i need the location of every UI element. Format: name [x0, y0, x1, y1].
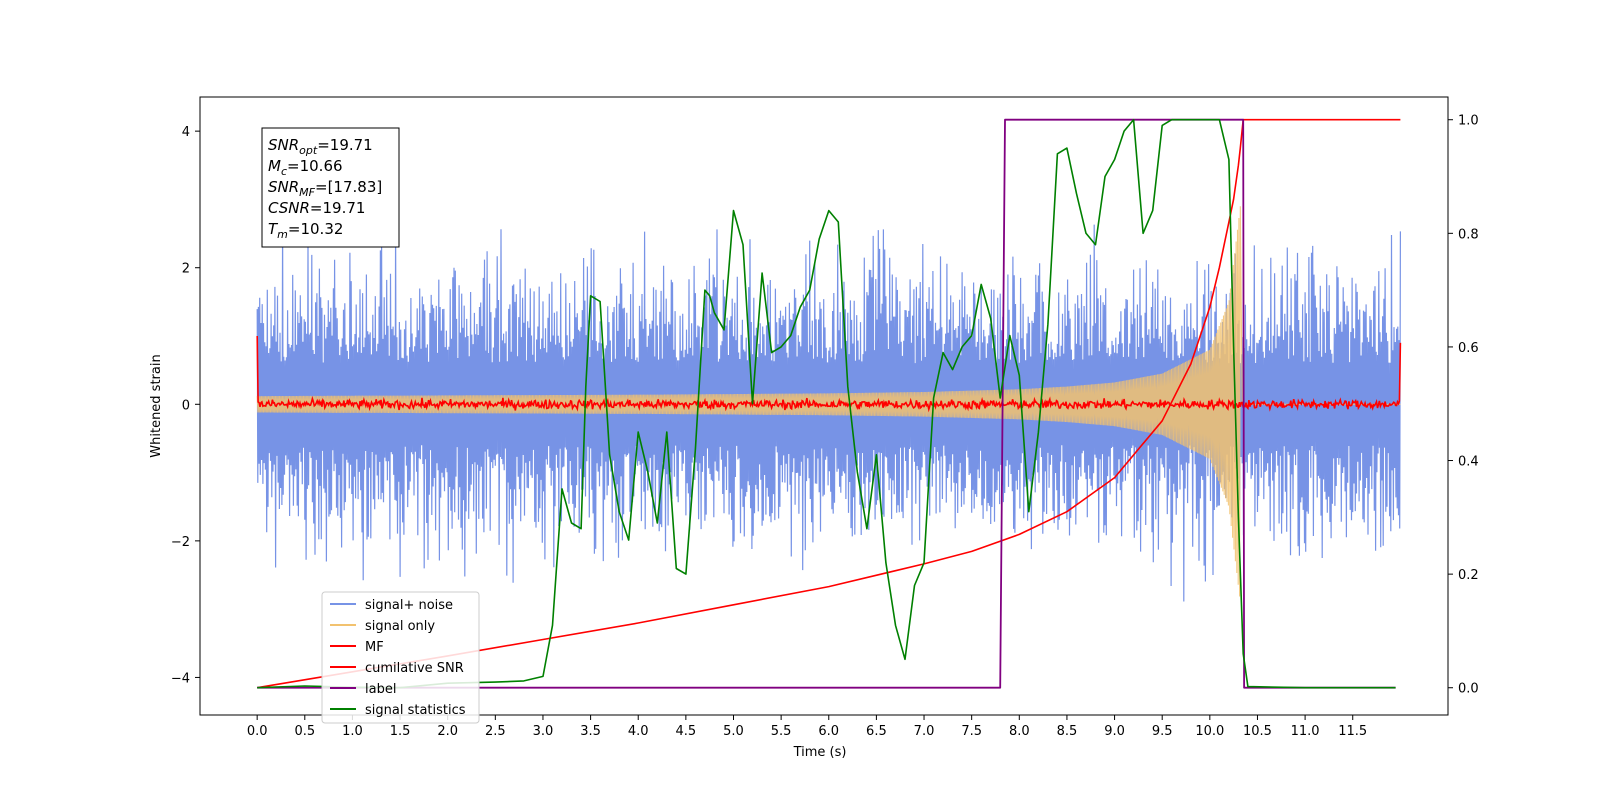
x-tick-label: 10.0	[1195, 724, 1224, 739]
y-tick-label: 4	[182, 125, 190, 140]
x-tick-label: 3.5	[580, 724, 601, 739]
legend-label: MF	[365, 640, 384, 655]
y-tick-label: 2	[182, 262, 190, 277]
legend-frame	[321, 591, 480, 724]
x-tick-label: 1.5	[390, 724, 411, 739]
x-axis-label: Time (s)	[793, 745, 847, 760]
x-tick-label: 8.0	[1009, 724, 1030, 739]
series-signal-noise	[256, 222, 1401, 602]
y2-tick-label: 0.4	[1458, 455, 1479, 470]
y-axis-ticks: 4 2 0 −2 −4	[171, 125, 200, 686]
annotation-line: Tm=10.32	[268, 220, 343, 241]
x-tick-label: 9.5	[1152, 724, 1173, 739]
x-tick-label: 3.0	[533, 724, 554, 739]
y-tick-label: −4	[171, 671, 190, 686]
legend-label: label	[365, 682, 396, 697]
x-tick-label: 8.5	[1057, 724, 1078, 739]
x-tick-label: 11.0	[1291, 724, 1320, 739]
x-tick-label: 0.0	[247, 724, 268, 739]
annotation-box: SNRopt=19.71Mc=10.66SNRMF=[17.83]CSNR=19…	[261, 127, 400, 248]
annotation-line: SNRopt=19.71	[268, 136, 373, 157]
legend-label: signal statistics	[365, 703, 466, 718]
annotation-frame	[261, 127, 400, 248]
x-tick-label: 1.0	[342, 724, 363, 739]
x-tick-label: 0.5	[294, 724, 315, 739]
x-tick-label: 7.0	[914, 724, 935, 739]
y-axis-label: Whitened strain	[149, 354, 164, 457]
x-tick-label: 9.0	[1104, 724, 1125, 739]
y2-tick-label: 0.8	[1458, 227, 1479, 242]
y-tick-label: 0	[182, 398, 190, 413]
annotation-line: Mc=10.66	[268, 157, 343, 178]
legend-label: signal+ noise	[365, 598, 453, 613]
x-axis-ticks: 0.0 0.5 1.0 1.5 2.0 2.5 3.0 3.5 4.0 4.5 5.0 5.5 6.0 6…	[247, 715, 1367, 739]
legend-label: cumilative SNR	[365, 661, 464, 676]
plot-series	[256, 118, 1402, 689]
y2-tick-label: 1.0	[1458, 114, 1479, 129]
x-tick-label: 4.5	[676, 724, 697, 739]
y-tick-label: −2	[171, 535, 190, 550]
x-tick-label: 7.5	[961, 724, 982, 739]
y2-axis-ticks: 1.0 0.8 0.6 0.4 0.2 0.0	[1448, 114, 1479, 697]
y2-tick-label: 0.0	[1458, 682, 1479, 697]
plot-area-frame	[199, 96, 1449, 716]
annotation-line: CSNR=19.71	[268, 199, 365, 217]
x-tick-label: 4.0	[628, 724, 649, 739]
legend-label: signal only	[365, 619, 435, 634]
legend: signal+ noise signal only MF cumilative SNR…	[321, 591, 480, 724]
annotation-line: SNRMF=[17.83]	[268, 178, 382, 199]
x-tick-label: 10.5	[1243, 724, 1272, 739]
series-mf	[256, 335, 1402, 413]
series-cumulative-snr	[257, 118, 1401, 689]
x-tick-label: 2.5	[485, 724, 506, 739]
x-tick-label: 11.5	[1338, 724, 1367, 739]
y2-tick-label: 0.6	[1458, 341, 1479, 356]
x-tick-label: 5.0	[723, 724, 744, 739]
x-tick-label: 6.0	[818, 724, 839, 739]
x-tick-label: 5.5	[771, 724, 792, 739]
x-tick-label: 2.0	[437, 724, 458, 739]
series-signal-statistics	[257, 118, 1396, 689]
x-tick-label: 6.5	[866, 724, 887, 739]
y2-tick-label: 0.2	[1458, 568, 1479, 583]
